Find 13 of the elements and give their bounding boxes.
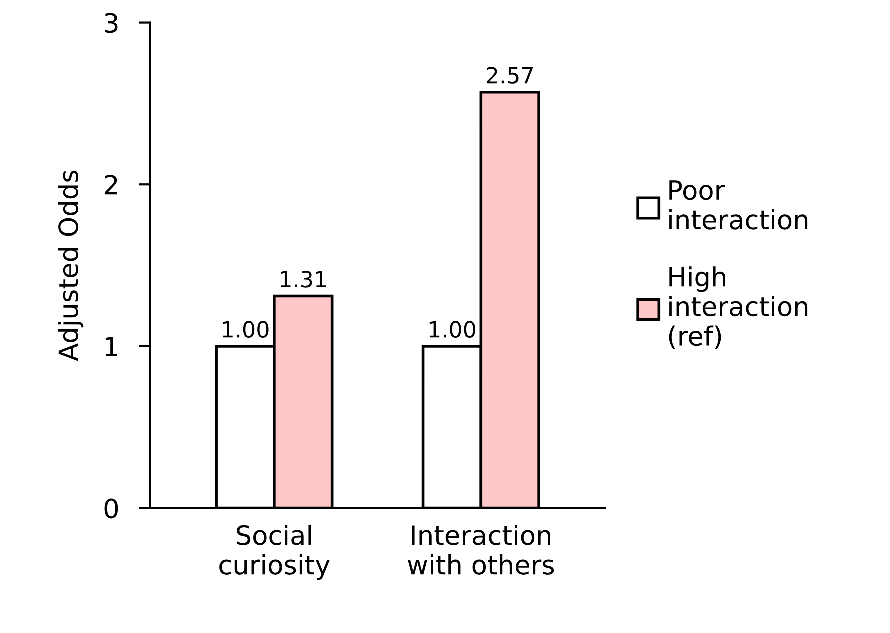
x-tick-label: Interaction with others bbox=[408, 524, 554, 575]
legend-label: Poor interaction bbox=[670, 180, 808, 230]
legend-label: High interaction (ref) bbox=[669, 266, 808, 350]
x-tick-label: Social curiosity bbox=[220, 524, 330, 580]
data-label: 2.57 bbox=[486, 67, 533, 84]
data-label: 1.00 bbox=[223, 321, 269, 338]
y-tick-label: 2 bbox=[105, 175, 118, 195]
data-label: 1.31 bbox=[281, 271, 326, 288]
y-tick-label: 1 bbox=[106, 337, 118, 356]
y-tick-label: 0 bbox=[104, 498, 118, 519]
y-tick-label: 3 bbox=[105, 13, 118, 34]
data-label: 1.00 bbox=[430, 321, 476, 338]
y-axis-title: Adjusted Odds bbox=[58, 170, 84, 362]
